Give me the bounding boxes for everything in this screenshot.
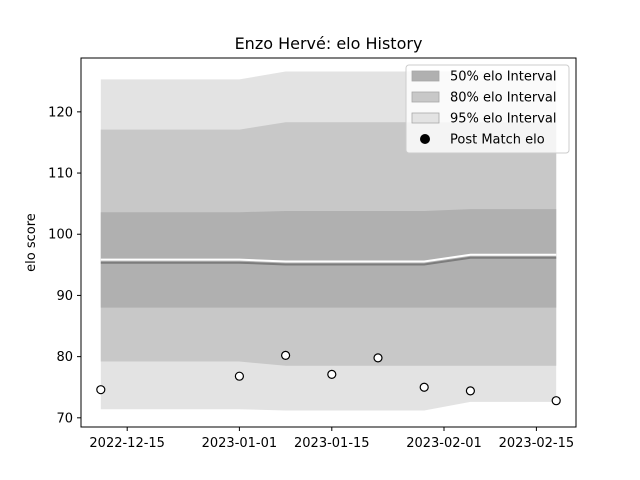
legend-swatch [411, 70, 440, 82]
median-line [100, 256, 557, 266]
legend-swatch [411, 112, 440, 124]
y-tick-label: 100 [48, 228, 73, 243]
post-match-point [373, 353, 383, 363]
legend-label: 80% elo Interval [450, 91, 557, 106]
legend-label: 50% elo Interval [450, 70, 557, 85]
interval-bands [100, 71, 557, 411]
plot-frame [80, 57, 577, 428]
post-match-point [281, 350, 291, 360]
y-tick-label: 90 [56, 289, 73, 304]
legend-marker [420, 134, 430, 144]
y-axis-label: elo score [24, 213, 39, 272]
post-match-point [96, 385, 106, 395]
post-match-point [327, 369, 337, 379]
mean-lines [100, 253, 557, 266]
y-tick-label: 120 [48, 105, 73, 120]
y-tick-label: 70 [56, 411, 73, 426]
post-match-point [234, 371, 244, 381]
x-tick-label: 2023-01-15 [294, 436, 370, 451]
legend-label: 95% elo Interval [450, 112, 557, 127]
x-axis-ticks: 2022-12-15 2023-01-01 2023-01-15 2023-02-01… [89, 427, 574, 451]
post-match-points [96, 350, 561, 406]
x-tick-label: 2022-12-15 [89, 436, 165, 451]
legend-swatch [411, 91, 440, 103]
legend-box [405, 64, 570, 154]
band-50-percent [100, 209, 557, 308]
mean-line [100, 253, 557, 263]
y-tick-label: 80 [56, 350, 73, 365]
x-tick-label: 2023-02-01 [406, 436, 482, 451]
x-tick-label: 2023-01-01 [202, 436, 278, 451]
y-axis-ticks: 70 80 90 100 110 120 [48, 105, 81, 426]
x-tick-label: 2023-02-15 [499, 436, 575, 451]
post-match-point [551, 396, 561, 406]
post-match-point [419, 382, 429, 392]
post-match-point [465, 386, 475, 396]
chart-title: Enzo Hervé: elo History [235, 34, 423, 53]
legend-label: Post Match elo [450, 133, 545, 148]
y-tick-label: 110 [48, 167, 73, 182]
legend: 50% elo Interval 80% elo Interval 95% elo … [405, 64, 570, 154]
